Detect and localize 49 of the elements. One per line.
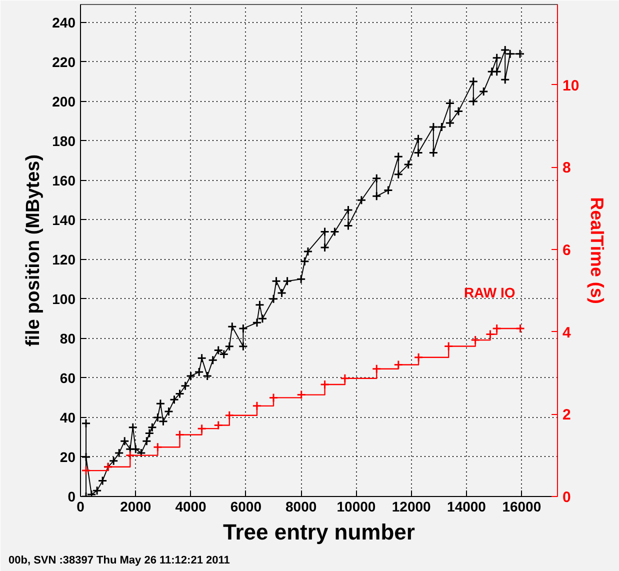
y-tick-label: 0: [68, 488, 76, 504]
y-tick-label: 120: [52, 251, 76, 268]
series-label: RAW IO: [464, 284, 516, 301]
y2-tick-label: 4: [562, 324, 572, 342]
point: [268, 392, 278, 402]
y-tick-label: 240: [52, 14, 76, 30]
point: [252, 401, 262, 411]
point: [372, 364, 382, 374]
y2-tick-label: 6: [562, 242, 571, 259]
x-tick-label: 8000: [286, 498, 317, 514]
y-tick-label: 180: [52, 132, 76, 149]
y-tick-label: 140: [52, 212, 76, 228]
point: [125, 450, 135, 460]
y-tick-label: 100: [52, 290, 76, 307]
point: [175, 430, 185, 440]
y-tick-label: 20: [60, 448, 76, 465]
y-tick-label: 60: [60, 370, 76, 386]
x-tick-label: 4000: [175, 498, 207, 514]
y-tick-label: 220: [52, 54, 76, 70]
y-tick-label: 160: [52, 172, 76, 188]
x-tick-label: 14000: [447, 498, 486, 514]
point: [394, 360, 404, 370]
point: [152, 442, 162, 452]
text: 00b, SVN :38397 Thu May 26 11:12:21 2011: [8, 554, 230, 566]
y2-axis-title: RealTime (s): [587, 197, 608, 304]
x-tick-label: 10000: [336, 498, 376, 514]
y2-tick-label: 10: [562, 77, 580, 94]
point: [470, 335, 480, 345]
point: [340, 374, 350, 384]
point: [214, 420, 224, 430]
x-tick-label: 6000: [230, 498, 262, 514]
x-tick-label: 2000: [120, 498, 152, 514]
point: [224, 410, 234, 420]
point: [414, 352, 424, 362]
point: [296, 390, 306, 400]
y-tick-label: 40: [60, 409, 76, 426]
x-tick-label: 16000: [502, 498, 542, 514]
y2-tick-label: 8: [562, 160, 571, 177]
y2-tick-label: 2: [562, 406, 571, 424]
x-tick-label: 12000: [392, 498, 432, 514]
y-tick-label: 80: [60, 330, 76, 346]
point: [516, 324, 526, 334]
point: [81, 466, 91, 476]
point: [320, 380, 330, 390]
y-axis-title: file position (MBytes): [23, 154, 44, 347]
y-tick-label: 200: [52, 93, 76, 110]
x-axis-title: Tree entry number: [223, 520, 416, 544]
point: [197, 424, 207, 434]
point: [444, 341, 454, 351]
